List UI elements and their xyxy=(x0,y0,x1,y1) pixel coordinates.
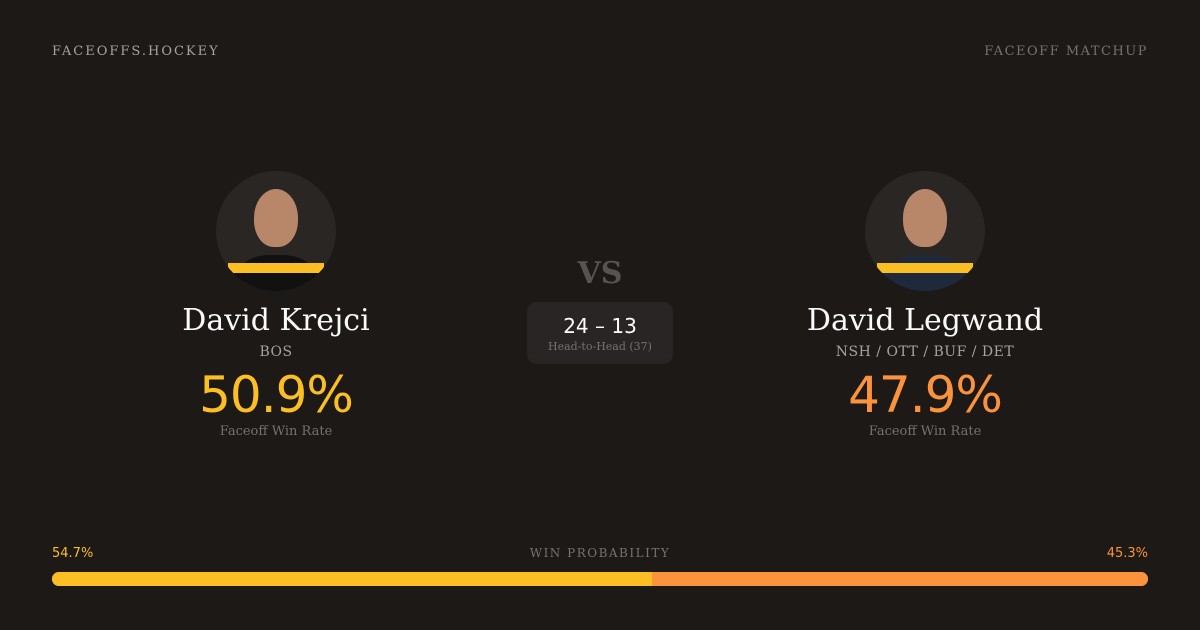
head-to-head-box: 24 – 13 Head-to-Head (37) xyxy=(527,302,673,364)
prob-bar-left xyxy=(52,572,652,586)
brand-logo-text: FACEOFFS.HOCKEY xyxy=(52,44,220,59)
player-photo xyxy=(216,171,336,291)
win-rate: 47.9% xyxy=(848,366,1003,424)
player-team: BOS xyxy=(259,344,293,360)
win-rate-label: Faceoff Win Rate xyxy=(868,424,982,439)
player-name: David Legwand xyxy=(806,303,1044,338)
player-card-left: David Krejci BOS 50.9% Faceoff Win Rate xyxy=(76,171,476,439)
prob-left: 54.7% xyxy=(52,546,94,561)
player-photo xyxy=(865,171,985,291)
page-tag: FACEOFF MATCHUP xyxy=(984,44,1148,59)
prob-right: 45.3% xyxy=(1106,546,1148,561)
h2h-label: Head-to-Head (37) xyxy=(548,340,652,353)
player-team: NSH / OTT / BUF / DET xyxy=(835,344,1015,360)
player-card-right: David Legwand NSH / OTT / BUF / DET 47.9… xyxy=(725,171,1125,439)
win-rate-label: Faceoff Win Rate xyxy=(219,424,333,439)
win-rate: 50.9% xyxy=(199,366,354,424)
prob-bar-right xyxy=(651,572,1148,586)
win-probability-bar xyxy=(52,572,1148,586)
player-name: David Krejci xyxy=(182,303,370,338)
prob-label: WIN PROBABILITY xyxy=(529,546,671,560)
vs-label: VS xyxy=(577,256,623,291)
h2h-score: 24 – 13 xyxy=(563,314,637,338)
